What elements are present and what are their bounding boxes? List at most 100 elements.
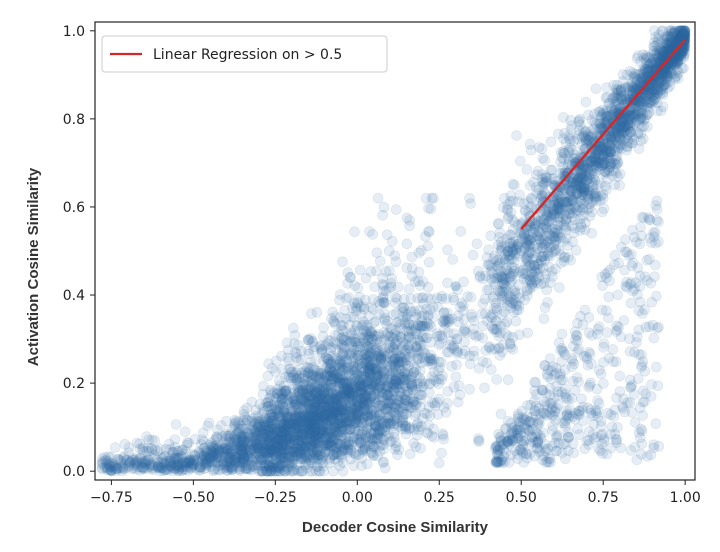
- scatter-point: [337, 256, 348, 268]
- scatter-point: [301, 417, 312, 429]
- scatter-point: [209, 442, 220, 454]
- scatter-point: [303, 390, 314, 402]
- scatter-point: [334, 418, 346, 429]
- scatter-point: [315, 368, 327, 379]
- scatter-point: [313, 423, 324, 435]
- scatter-point: [179, 426, 191, 438]
- scatter-point: [311, 306, 323, 318]
- scatter-point: [356, 460, 367, 472]
- scatter-point: [404, 448, 416, 460]
- scatter-point: [347, 347, 358, 358]
- scatter-point: [422, 321, 433, 333]
- scatter-point: [336, 446, 348, 458]
- scatter-point: [524, 138, 536, 150]
- scatter-point: [358, 316, 369, 328]
- scatter-point: [388, 309, 399, 321]
- scatter-point: [265, 408, 277, 420]
- scatter-point: [229, 431, 240, 443]
- scatter-point: [344, 271, 356, 283]
- scatter-point: [349, 280, 361, 291]
- scatter-point: [479, 382, 490, 394]
- scatter-point: [311, 381, 323, 393]
- scatter-point: [375, 381, 386, 392]
- scatter-point: [419, 356, 431, 367]
- scatter-point: [329, 415, 341, 426]
- scatter-point: [477, 356, 489, 367]
- scatter-point: [467, 249, 479, 261]
- scatter-point: [292, 365, 304, 376]
- scatter-point: [352, 344, 363, 356]
- scatter-point: [278, 404, 289, 416]
- scatter-point: [428, 192, 439, 204]
- scatter-point: [187, 458, 198, 469]
- scatter-point: [146, 445, 158, 456]
- scatter-point: [285, 397, 296, 408]
- scatter-point: [483, 342, 495, 353]
- scatter-point: [356, 370, 368, 382]
- scatter-point: [349, 357, 361, 369]
- scatter-point: [311, 422, 322, 433]
- scatter-point: [378, 418, 390, 429]
- scatter-point: [337, 465, 349, 477]
- scatter-point: [265, 386, 277, 398]
- scatter-point: [394, 330, 406, 342]
- scatter-point: [247, 431, 258, 443]
- scatter-point: [300, 434, 312, 445]
- scatter-point: [305, 443, 317, 454]
- scatter-point: [407, 396, 419, 408]
- scatter-point: [373, 387, 385, 399]
- scatter-point: [345, 386, 357, 398]
- scatter-point: [336, 445, 348, 457]
- scatter-point: [277, 444, 288, 455]
- scatter-point: [336, 339, 348, 351]
- scatter-point: [261, 439, 273, 451]
- scatter-point: [422, 292, 433, 304]
- scatter-point: [521, 164, 533, 175]
- scatter-point: [412, 319, 424, 331]
- scatter-point: [406, 251, 418, 263]
- scatter-point: [637, 133, 649, 145]
- scatter-point: [189, 433, 201, 445]
- scatter-point: [231, 451, 242, 463]
- scatter-point: [356, 387, 368, 399]
- scatter-point: [308, 405, 319, 417]
- scatter-point: [404, 302, 415, 314]
- scatter-point: [436, 332, 448, 344]
- scatter-point: [296, 422, 308, 434]
- scatter-point: [355, 338, 366, 349]
- scatter-point: [493, 218, 504, 230]
- scatter-point: [363, 422, 375, 434]
- scatter-point: [260, 465, 272, 477]
- scatter-point: [331, 401, 343, 412]
- scatter-point: [263, 358, 274, 369]
- scatter-points: [96, 25, 691, 477]
- scatter-point: [206, 446, 218, 458]
- scatter-point: [337, 403, 349, 414]
- scatter-point: [258, 380, 269, 392]
- scatter-point: [240, 443, 251, 455]
- scatter-point: [234, 456, 245, 468]
- scatter-point: [354, 435, 366, 447]
- scatter-point: [415, 389, 426, 401]
- scatter-point: [324, 415, 336, 427]
- scatter-point: [422, 240, 434, 252]
- scatter-point: [265, 428, 277, 440]
- scatter-point: [313, 392, 325, 404]
- scatter-point: [316, 346, 327, 357]
- scatter-point: [237, 456, 249, 468]
- scatter-point: [306, 308, 317, 319]
- scatter-point: [309, 420, 320, 432]
- scatter-point: [240, 449, 251, 461]
- scatter-point: [291, 428, 303, 439]
- scatter-point: [473, 435, 485, 447]
- scatter-point: [318, 355, 330, 367]
- scatter-point: [305, 410, 316, 422]
- scatter-point: [340, 377, 352, 388]
- scatter-point: [372, 192, 384, 204]
- scatter-point: [465, 291, 477, 303]
- scatter-point: [313, 393, 324, 405]
- scatter-point: [385, 281, 397, 293]
- scatter-point: [318, 322, 329, 333]
- scatter-point: [464, 350, 475, 362]
